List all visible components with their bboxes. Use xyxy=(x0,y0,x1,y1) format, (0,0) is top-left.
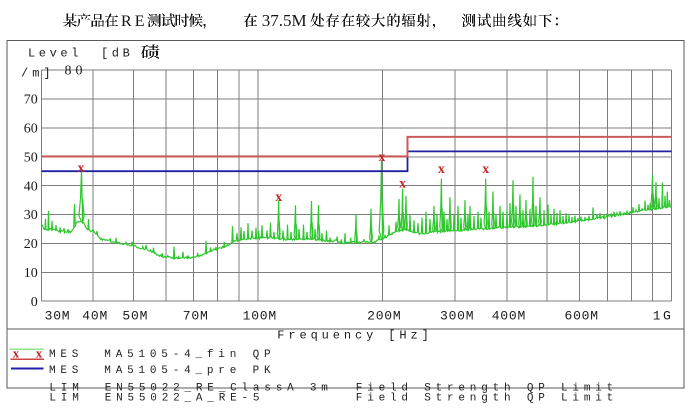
svg-text:QP: QP xyxy=(253,349,276,361)
svg-text:40: 40 xyxy=(24,179,38,194)
svg-text:x: x xyxy=(379,149,386,164)
svg-text:LIM: LIM xyxy=(49,382,83,394)
svg-text:300M: 300M xyxy=(440,309,474,324)
svg-text:x: x xyxy=(13,346,20,361)
svg-text:20: 20 xyxy=(24,237,38,252)
svg-text:x: x xyxy=(399,176,406,191)
svg-text:40M: 40M xyxy=(82,309,108,324)
svg-text:400M: 400M xyxy=(492,309,526,324)
svg-text:3m: 3m xyxy=(310,382,333,394)
svg-text:70M: 70M xyxy=(183,309,209,324)
svg-text:x: x xyxy=(482,161,489,176)
svg-text:30M: 30M xyxy=(45,309,71,324)
svg-text:x: x xyxy=(36,346,43,361)
svg-text:100M: 100M xyxy=(243,309,277,324)
svg-text:30: 30 xyxy=(24,208,38,223)
svg-text:MES: MES xyxy=(49,365,83,377)
svg-text:600M: 600M xyxy=(564,309,598,324)
svg-text:MES: MES xyxy=(49,349,83,361)
svg-text:MA5105-4_fin: MA5105-4_fin xyxy=(104,349,241,361)
svg-text:x: x xyxy=(78,160,85,175)
svg-text:50: 50 xyxy=(24,150,38,165)
svg-text:70: 70 xyxy=(24,93,38,108)
svg-text:[dB: [dB xyxy=(101,47,133,61)
svg-text:60: 60 xyxy=(24,122,38,137)
svg-text:LIM: LIM xyxy=(49,392,83,404)
svg-text:37.5M: 37.5M xyxy=(262,11,307,30)
svg-text:80: 80 xyxy=(65,63,87,78)
svg-text:E: E xyxy=(135,13,145,30)
svg-text:50M: 50M xyxy=(122,309,148,324)
svg-text:R: R xyxy=(121,13,132,30)
svg-text:PK: PK xyxy=(253,365,276,377)
svg-text:Field Strength QP Limit: Field Strength QP Limit xyxy=(356,392,618,404)
svg-text:Frequency [Hz]: Frequency [Hz] xyxy=(277,329,432,343)
svg-text:x: x xyxy=(438,161,445,176)
svg-text:Level: Level xyxy=(28,47,82,61)
svg-text:1G: 1G xyxy=(653,309,674,324)
svg-text:EN55022_A_RE-5: EN55022_A_RE-5 xyxy=(105,392,265,404)
svg-text:0: 0 xyxy=(31,295,38,310)
svg-text:x: x xyxy=(275,189,282,204)
svg-text:MA5105-4_pre: MA5105-4_pre xyxy=(104,365,241,377)
svg-text:200M: 200M xyxy=(367,309,401,324)
svg-text:/m]: /m] xyxy=(21,67,55,81)
svg-text:10: 10 xyxy=(24,266,38,281)
svg-text:Field Strength QP Limit: Field Strength QP Limit xyxy=(356,382,618,394)
svg-text:EN55022_RE_ClassA: EN55022_RE_ClassA xyxy=(105,382,299,394)
